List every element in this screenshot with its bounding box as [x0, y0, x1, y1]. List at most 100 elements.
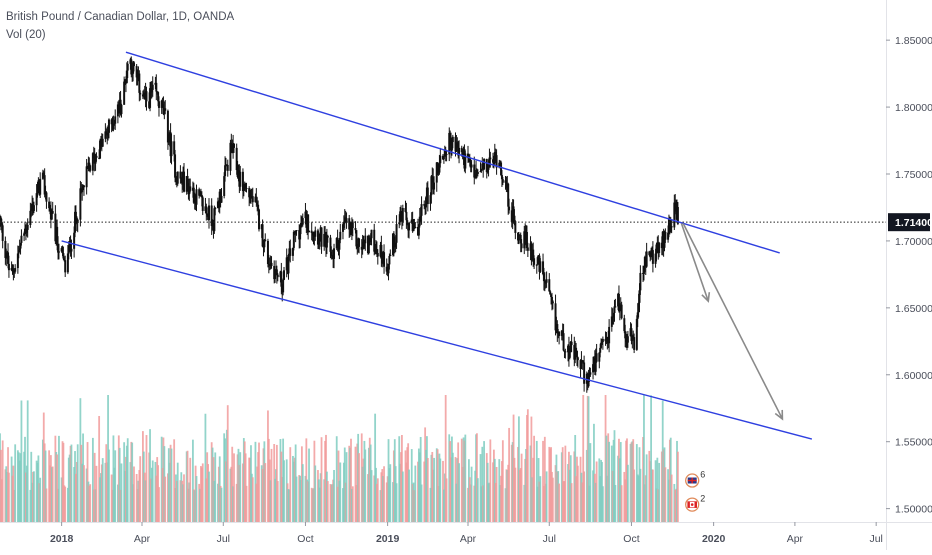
candle-body — [448, 132, 451, 155]
candle-body — [292, 231, 295, 248]
short-projection-arrow[interactable] — [680, 223, 711, 303]
y-tick-label: 1.55000 — [895, 437, 932, 449]
candle-body — [20, 235, 23, 243]
ca-flag-marker[interactable]: 2 — [685, 494, 706, 512]
candle-body — [618, 305, 621, 312]
volume-bar — [176, 462, 179, 522]
volume-bar — [62, 442, 65, 522]
candle-body — [651, 250, 654, 264]
candle-body — [101, 138, 104, 147]
drawings[interactable]: 62 — [0, 51, 886, 512]
volume-bar — [539, 476, 542, 522]
candle-body — [73, 232, 76, 249]
volume-bar — [587, 396, 590, 522]
volume-bar — [564, 445, 567, 522]
volume-bar — [251, 477, 254, 522]
candle-body — [489, 157, 492, 160]
candle-body — [126, 63, 129, 71]
candle-body — [512, 206, 515, 216]
candle-body — [342, 223, 345, 225]
volume-bar — [189, 457, 192, 522]
candle-body — [517, 234, 520, 241]
candle-body — [548, 279, 551, 292]
candle-body — [560, 330, 563, 336]
candle-body — [613, 306, 616, 313]
candle-body — [69, 240, 72, 252]
candle-body — [23, 233, 26, 236]
candle-body — [425, 197, 428, 208]
candle-body — [418, 216, 421, 226]
short-projection-arrow-head — [701, 292, 711, 303]
candle-body — [0, 221, 3, 226]
candle-body — [5, 257, 8, 259]
volume-bar — [401, 471, 404, 522]
candle-body — [480, 169, 483, 172]
candle-body — [7, 252, 10, 264]
ca-flag-band-l — [687, 501, 690, 508]
x-tick-label: Apr — [787, 533, 804, 545]
candle-body — [569, 341, 572, 352]
long-projection-arrow-head — [774, 409, 784, 421]
candle-body — [439, 155, 442, 164]
candle-body — [608, 326, 611, 344]
volume-bar — [481, 446, 484, 522]
gb-flag-marker[interactable]: 6 — [685, 470, 706, 488]
x-tick-label: Apr — [460, 533, 477, 545]
volume-bar — [245, 485, 248, 522]
candle-body — [317, 241, 320, 245]
volume-bar — [383, 466, 385, 522]
volume-bar — [643, 395, 645, 522]
volume-bar — [351, 486, 354, 522]
candles — [0, 56, 679, 393]
candle-body — [492, 159, 495, 163]
candle-body — [398, 222, 401, 225]
candle-body — [623, 318, 626, 332]
volume-bar — [192, 439, 194, 522]
candle-body — [551, 301, 554, 304]
volume-bar — [533, 435, 536, 522]
lower-channel-line[interactable] — [61, 240, 813, 440]
candle-body — [294, 230, 297, 234]
volume-bar — [376, 478, 379, 522]
volume-bar — [44, 450, 47, 522]
candle-body — [13, 271, 16, 273]
volume-bar — [183, 474, 185, 522]
candle-body — [650, 250, 653, 258]
volume-bar — [458, 463, 460, 522]
candle-body — [66, 253, 69, 273]
candle-body — [275, 269, 278, 275]
x-tick-label: 2019 — [376, 533, 400, 545]
chart-title: British Pound / Canadian Dollar, 1D, OAN… — [6, 11, 235, 23]
candle-body — [283, 270, 286, 280]
candle-body — [562, 333, 565, 351]
candle-body — [400, 211, 403, 213]
volume-bar — [345, 452, 348, 522]
candle-body — [419, 215, 422, 217]
candle-body — [536, 257, 539, 265]
volume-bar — [93, 452, 96, 522]
volume-bar — [593, 423, 595, 522]
gb-flag-cross-v — [691, 477, 693, 484]
candle-body — [308, 230, 311, 233]
short-projection-arrow-shaft — [680, 223, 710, 302]
long-projection-arrow[interactable] — [682, 223, 784, 421]
upper-channel-line[interactable] — [125, 51, 780, 254]
candle-body — [0, 217, 2, 222]
candle-body — [336, 237, 339, 245]
candle-body — [655, 244, 658, 254]
candle-body — [348, 218, 351, 230]
candle-body — [673, 202, 676, 228]
volume-bar — [483, 441, 485, 522]
volume-bar — [420, 484, 423, 522]
volume-bar — [270, 448, 273, 522]
candle-body — [501, 179, 504, 183]
volume-bar — [214, 452, 217, 522]
candle-body — [576, 357, 579, 361]
volume-bar — [645, 454, 648, 522]
candle-body — [63, 258, 66, 261]
candle-body — [295, 230, 298, 232]
volume-bar — [39, 477, 42, 522]
volume-bar — [120, 463, 123, 522]
